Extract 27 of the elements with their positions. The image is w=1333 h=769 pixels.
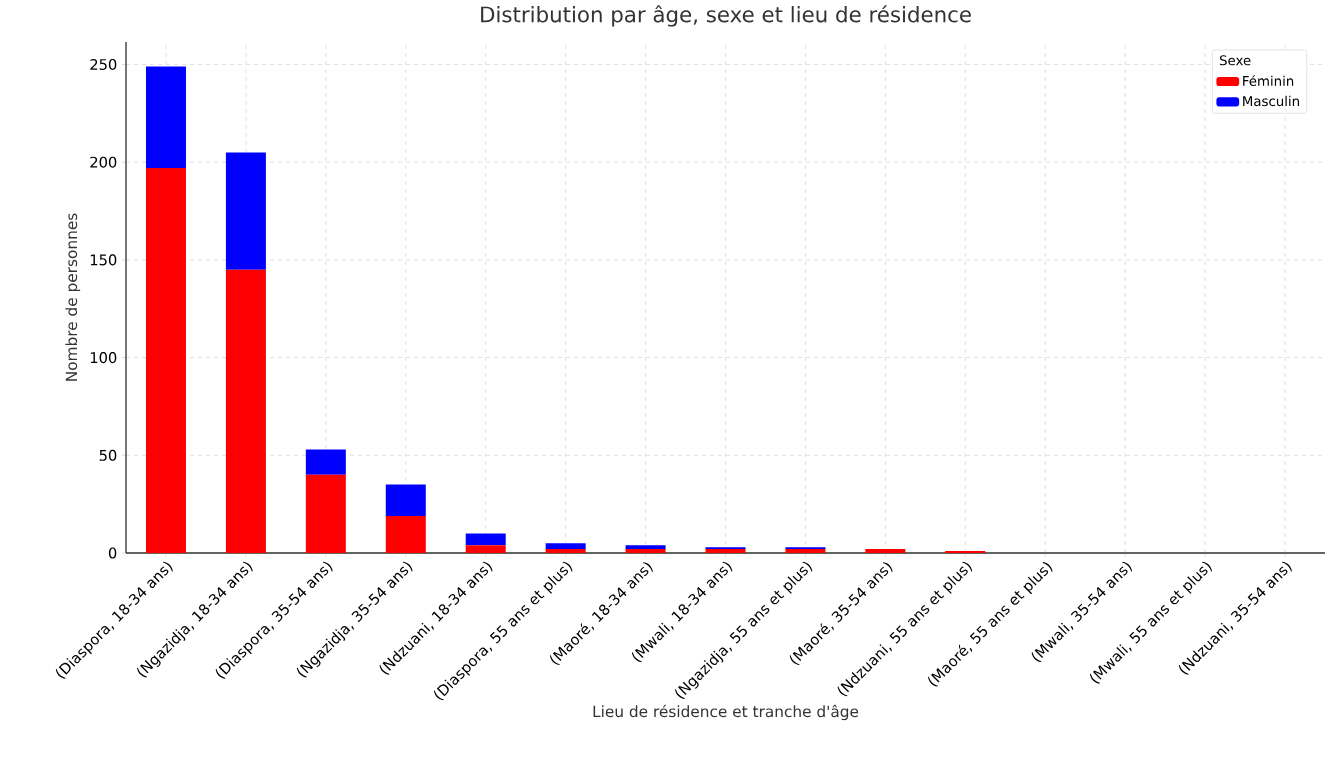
- legend-label: Féminin: [1243, 75, 1294, 87]
- legend-title: Sexe: [1219, 55, 1251, 66]
- bar: [145, 168, 186, 553]
- bar: [865, 549, 906, 553]
- bar: [625, 549, 666, 553]
- x-axis-title: Lieu de résidence et tranche d'âge: [593, 704, 859, 721]
- y-tick-label: 0: [108, 547, 117, 559]
- legend-label: Masculin: [1243, 95, 1299, 107]
- y-tick-label: 50: [99, 449, 117, 461]
- bar: [145, 66, 186, 169]
- bar: [465, 545, 506, 553]
- y-tick-label: 200: [90, 156, 117, 168]
- bar: [385, 484, 426, 516]
- bar: [625, 545, 666, 550]
- bar: [305, 474, 346, 553]
- y-tick-label: 150: [90, 254, 117, 266]
- bar: [225, 269, 266, 553]
- chart-title: Distribution par âge, sexe et lieu de résidence: [481, 5, 971, 27]
- bar: [385, 515, 426, 553]
- bar: [545, 543, 586, 550]
- y-tick-label: 250: [90, 58, 117, 71]
- bar: [225, 152, 266, 270]
- bar: [545, 549, 586, 553]
- y-tick-label: 100: [90, 352, 117, 364]
- bar: [305, 449, 346, 475]
- y-axis-title: Nombre de personnes: [65, 213, 81, 381]
- bar: [465, 533, 506, 546]
